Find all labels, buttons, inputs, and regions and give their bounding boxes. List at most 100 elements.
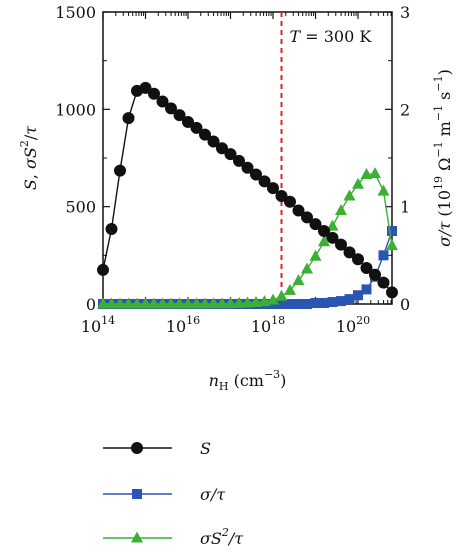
data-point xyxy=(344,294,355,305)
data-point xyxy=(378,250,389,261)
data-point xyxy=(335,238,347,251)
data-point xyxy=(326,231,339,244)
y-right-axis-label: σ/τ (1019 Ω−1 m−1 s−1) xyxy=(432,69,454,247)
data-point xyxy=(148,297,160,309)
x-axis-label: nH (cm−3) xyxy=(209,368,287,393)
data-point xyxy=(309,249,322,261)
data-point xyxy=(284,195,296,208)
data-point xyxy=(241,296,254,308)
data-point xyxy=(353,290,363,301)
annotation-text: T = 300 K xyxy=(290,27,373,46)
data-point xyxy=(276,299,287,309)
data-point xyxy=(173,109,186,122)
data-point xyxy=(165,297,177,309)
series-circle xyxy=(97,81,398,299)
data-point xyxy=(139,81,152,94)
legend-label: σS2/τ xyxy=(200,526,244,548)
data-point xyxy=(224,148,237,161)
legend-label: σ/τ xyxy=(200,485,226,504)
data-point xyxy=(302,299,312,309)
data-point xyxy=(336,296,346,307)
legend-item: S xyxy=(103,439,211,458)
data-point xyxy=(207,135,220,148)
data-point xyxy=(318,225,330,237)
data-point xyxy=(224,297,237,309)
data-point xyxy=(97,297,109,309)
data-point xyxy=(285,299,295,309)
legend-label: S xyxy=(200,439,211,458)
x-tick-label: 1018 xyxy=(251,314,285,336)
data-point xyxy=(241,161,254,174)
data-point xyxy=(190,297,203,309)
y-right-tick-label: 1 xyxy=(400,198,410,217)
data-point xyxy=(139,297,152,309)
data-point xyxy=(284,283,296,295)
data-point xyxy=(301,262,313,274)
data-point xyxy=(352,253,364,266)
data-point xyxy=(360,168,373,180)
y-right-tick-label: 0 xyxy=(400,295,410,314)
data-point xyxy=(258,295,271,307)
data-point xyxy=(148,87,160,100)
data-point xyxy=(360,261,373,274)
data-point xyxy=(292,204,305,217)
data-point xyxy=(122,112,135,125)
data-point xyxy=(386,239,398,251)
data-point xyxy=(292,274,305,286)
legend-item: σS2/τ xyxy=(103,526,244,548)
data-point xyxy=(387,226,397,236)
data-point xyxy=(250,168,262,181)
data-point xyxy=(352,177,364,189)
data-point xyxy=(335,204,347,216)
data-point xyxy=(275,289,288,301)
data-point xyxy=(156,297,169,309)
data-point xyxy=(173,297,186,309)
data-point xyxy=(114,164,126,177)
data-point xyxy=(310,298,321,309)
data-point xyxy=(326,219,339,231)
data-point xyxy=(105,297,118,309)
data-point xyxy=(131,297,143,309)
y-right-tick-label: 3 xyxy=(400,3,410,22)
data-point xyxy=(267,182,279,195)
legend-marker xyxy=(131,442,143,454)
data-point xyxy=(386,286,398,299)
data-point xyxy=(369,268,381,281)
y-right-tick-label: 2 xyxy=(400,100,410,119)
y-left-tick-label: 500 xyxy=(65,198,96,217)
x-tick-label: 1014 xyxy=(81,314,115,336)
legend-marker xyxy=(131,531,143,543)
series-line xyxy=(102,87,393,293)
data-point xyxy=(343,246,356,259)
data-point xyxy=(114,297,126,309)
data-point xyxy=(318,235,330,247)
data-point xyxy=(199,297,211,309)
data-point xyxy=(267,293,279,305)
data-point xyxy=(182,297,194,309)
data-point xyxy=(369,167,381,179)
data-point xyxy=(105,223,118,236)
data-point xyxy=(190,121,203,134)
data-point xyxy=(293,299,304,309)
legend-marker xyxy=(132,489,142,499)
y-left-tick-label: 1000 xyxy=(55,100,96,119)
data-point xyxy=(301,211,313,224)
data-point xyxy=(216,297,228,309)
y-left-tick-label: 0 xyxy=(86,295,96,314)
y-right-axis-label-group: σ/τ (1019 Ω−1 m−1 s−1) xyxy=(432,69,454,247)
series-line xyxy=(103,230,393,305)
data-point xyxy=(122,297,135,309)
data-point xyxy=(156,95,169,108)
data-point xyxy=(199,128,211,141)
x-tick-label: 1016 xyxy=(166,314,200,336)
data-point xyxy=(319,298,329,309)
data-point xyxy=(309,218,322,231)
series-triangle xyxy=(97,167,398,309)
y-left-axis-label-group: S, σS2/τ xyxy=(18,125,40,190)
data-point xyxy=(250,295,262,307)
data-point xyxy=(207,297,220,309)
y-left-tick-label: 1500 xyxy=(55,3,96,22)
data-point xyxy=(216,142,228,155)
data-point xyxy=(97,263,109,276)
